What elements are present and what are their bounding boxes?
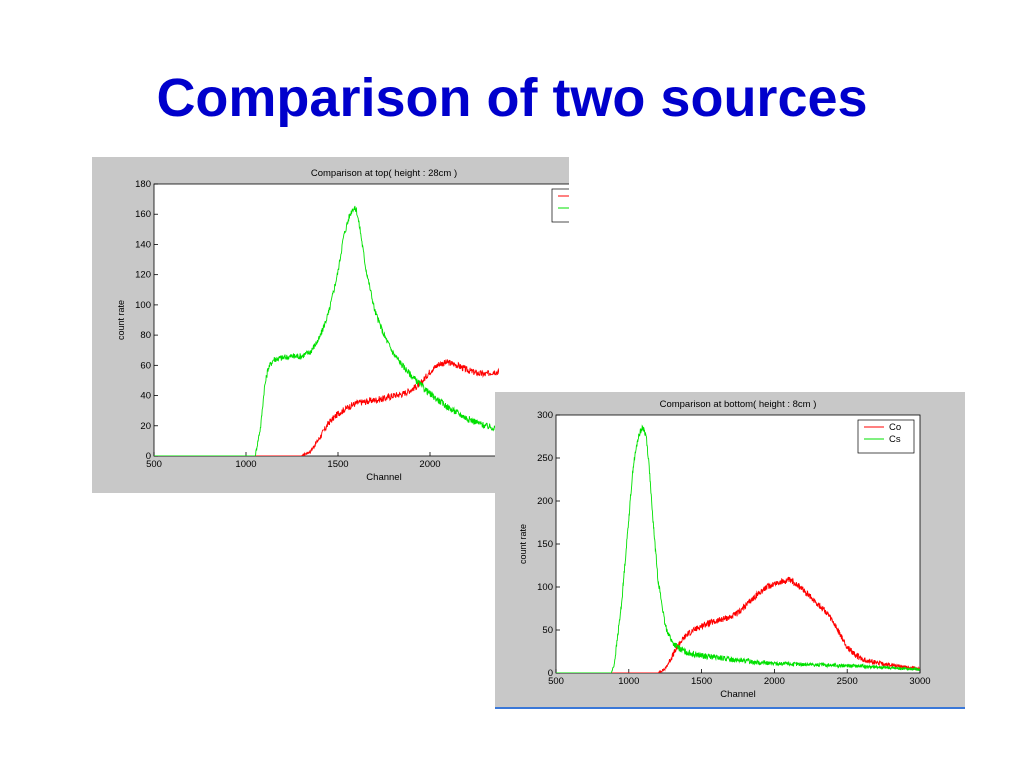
chart1-xtick-label: 3000: [909, 676, 930, 687]
chart0-series-co-line: [154, 359, 499, 456]
chart1-ytick-label: 0: [548, 668, 553, 679]
chart-top-figure: Comparison at top( height : 28cm ) 500 100…: [92, 157, 569, 493]
chart1-xtick-label: 500: [548, 676, 564, 687]
chart1-legend-label-co: Co: [889, 422, 901, 433]
chart0-xtick-label: 2000: [419, 459, 440, 470]
chart0-ytick-label: 60: [140, 360, 151, 371]
chart0-xtick-label: 1000: [235, 459, 256, 470]
chart0-xtick-label: 1500: [327, 459, 348, 470]
chart1-series-cs-line: [556, 424, 920, 673]
chart0-xlabel: Channel: [366, 472, 401, 483]
chart1-xtick-label: 2000: [764, 676, 785, 687]
chart1-plot-area: [555, 414, 921, 674]
chart0-ytick-label: 120: [135, 270, 151, 281]
chart0-series-cs-line: [154, 205, 499, 456]
chart1-ytick-label: 150: [537, 539, 553, 550]
chart-bottom-svg: Comparison at bottom( height : 8cm )500 1…: [518, 399, 931, 700]
chart0-ytick-label: 180: [135, 179, 151, 190]
chart0-ytick-label: 100: [135, 300, 151, 311]
chart1-ylabel: count rate: [518, 524, 528, 564]
chart1-legend-label-cs: Cs: [889, 434, 901, 445]
chart1-series-co-line: [556, 576, 920, 673]
chart0-ylabel: count rate: [116, 300, 126, 340]
chart0-ytick-label: 160: [135, 209, 151, 220]
chart0-ytick-label: 40: [140, 391, 151, 402]
chart1-ytick-label: 300: [537, 410, 553, 421]
chart1-legend-box: [857, 419, 915, 454]
chart1-xtick-label: 2500: [837, 676, 858, 687]
chart1-title: Comparison at bottom( height : 8cm ): [660, 399, 817, 410]
chart0-ytick-label: 0: [146, 451, 151, 462]
chart1-xlabel: Channel: [720, 689, 755, 700]
chart0-ytick-label: 140: [135, 239, 151, 250]
slide-title: Comparison of two sources: [156, 68, 868, 128]
chart1-xtick-label: 1500: [691, 676, 712, 687]
chart1-ytick-label: 250: [537, 453, 553, 464]
chart1-ytick-label: 100: [537, 582, 553, 593]
chart0-xtick-label: 500: [146, 459, 162, 470]
chart0-title: Comparison at top( height : 28cm ): [311, 168, 457, 179]
chart0-legend-box: [551, 188, 569, 223]
chart1-ytick-label: 50: [542, 625, 553, 636]
chart0-ytick-label: 20: [140, 421, 151, 432]
chart0-ytick-label: 80: [140, 330, 151, 341]
chart-bottom-figure: Comparison at bottom( height : 8cm ) 500 1…: [495, 392, 965, 709]
chart1-ytick-label: 200: [537, 496, 553, 507]
chart1-xtick-label: 1000: [618, 676, 639, 687]
